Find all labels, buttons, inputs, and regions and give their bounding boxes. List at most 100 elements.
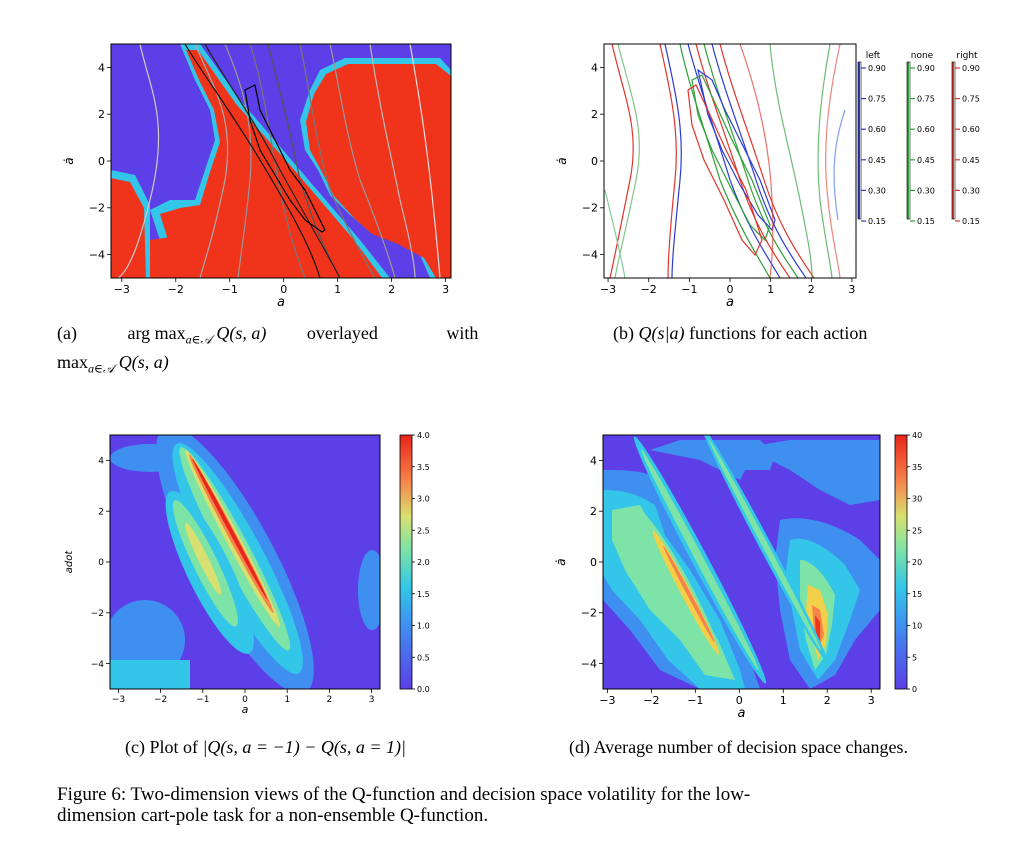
panel-b-legend-bar [907, 62, 909, 219]
panel-b-contours [604, 44, 846, 278]
panel-a-ytick-label: −2 [89, 202, 105, 215]
caption-a-max: maxa∈𝒜 Q(s, a) [57, 351, 169, 376]
figure-caption: Figure 6: Two-dimension views of the Q-f… [57, 784, 1017, 826]
panel-d-colorbar [894, 434, 908, 690]
panel-c-xtick-label: 3 [369, 695, 375, 705]
panel-c-ytick-label: −4 [91, 660, 105, 670]
caption-a-overlayed: overlayed [306, 323, 378, 343]
caption-a-prefix: (a) [57, 323, 77, 343]
panel-a-ytick-label: 2 [98, 108, 105, 121]
panel-d-xtick-label: 2 [824, 694, 831, 707]
panel-c-xtick-label: 1 [284, 695, 290, 705]
panel-c-ylabel: adot [64, 550, 75, 574]
panel-b-legend-level: 0.30 [917, 186, 935, 195]
panel-c-colorbar-label: 2.0 [417, 558, 430, 567]
panel-b-legend-level: 0.90 [868, 64, 886, 73]
panel-b-legend-level: 0.30 [868, 186, 886, 195]
panel-b-legend-level: 0.60 [962, 125, 980, 134]
panel-b-legend-level: 0.45 [962, 156, 980, 165]
panel-b-ytick-label: 2 [591, 108, 598, 121]
panel-b-legend-level: 0.60 [868, 125, 886, 134]
panel-b-xtick-label: 2 [808, 283, 815, 296]
panel-c-colorbar-label: 0.5 [417, 653, 430, 662]
caption-b-math: Q(s|a) [638, 323, 685, 343]
panel-c-xtick-label: 0 [242, 695, 248, 705]
panel-d [602, 434, 908, 690]
caption-a-q1: Q(s, a) [216, 323, 267, 343]
panel-b-legend-level: 0.75 [962, 95, 980, 104]
panel-c-colorbar [399, 434, 413, 690]
panel-d-ytick-label: 4 [590, 454, 597, 467]
panel-b-xlabel: a [726, 295, 734, 310]
panel-a-xtick-label: −1 [222, 283, 238, 296]
caption-a-with: with [446, 323, 479, 343]
caption-a-argmax-sub: a∈𝒜 [185, 332, 212, 347]
panel-c-ytick-label: 4 [98, 457, 104, 467]
panel-b-legend-level: 0.45 [917, 156, 935, 165]
panel-b-legend-frame [906, 61, 911, 220]
panel-d-xtick-label: −1 [687, 694, 703, 707]
panel-d-xtick-label: 0 [736, 694, 743, 707]
caption-d: (d) Average number of decision space cha… [569, 737, 909, 757]
figure-caption-line2: dimension cart-pole task for a non-ensem… [57, 805, 489, 826]
panel-a-xtick-label: −2 [168, 283, 184, 296]
panel-d-colorbar-label: 15 [912, 590, 922, 599]
panel-b-ytick-label: 4 [591, 61, 598, 74]
panel-d-colorbar-label: 0 [912, 685, 917, 694]
panel-d-colorbar-label: 25 [912, 526, 922, 535]
panel-d-colorbar-label: 20 [912, 558, 922, 567]
panel-b-xtick-label: 1 [767, 283, 774, 296]
panel-b-xtick-label: −2 [641, 283, 657, 296]
panel-b-xtick-label: 0 [727, 283, 734, 296]
panel-c-xtick-label: −3 [112, 695, 125, 705]
caption-c-math: |Q(s, a = −1) − Q(s, a = 1)| [202, 737, 406, 757]
panel-c-colorbar-label: 4.0 [417, 431, 430, 440]
panel-c-colorbar-label: 3.0 [417, 495, 430, 504]
panel-c-colorbar-label: 1.5 [417, 590, 430, 599]
panel-b-legend-title-left: left [866, 51, 881, 61]
panel-a-xtick-label: 0 [280, 283, 287, 296]
panel-b-ytick-label: −4 [582, 248, 598, 261]
panel-b-legend-level: 0.15 [868, 217, 886, 226]
caption-b-text: functions for each action [688, 323, 868, 343]
panel-c-colorbar-label: 3.5 [417, 463, 430, 472]
panel-d-plot [603, 435, 880, 689]
panel-d-colorbar-label: 40 [912, 431, 922, 440]
panel-a-xlabel: a [277, 295, 285, 310]
panel-d-colorbar-label: 10 [912, 622, 922, 631]
panel-b-legend-frame [857, 61, 862, 220]
caption-a-q2: Q(s, a) [118, 351, 169, 372]
panel-b-legend-level: 0.15 [962, 217, 980, 226]
caption-a-argmax-text: arg max [127, 323, 186, 343]
caption-a: (a) arg maxa∈𝒜 Q(s, a) overlayed with ma… [57, 322, 557, 379]
caption-a-argmax: arg maxa∈𝒜 Q(s, a) [127, 323, 267, 347]
panel-b-legend-title-none: none [911, 51, 934, 61]
panel-b-legend-frame [951, 61, 956, 220]
panel-d-ylabel: ȧ [554, 558, 568, 565]
panel-c-colorbar-label: 1.0 [417, 622, 430, 631]
panel-b [603, 43, 857, 279]
panel-b-legend-level: 0.90 [917, 64, 935, 73]
panel-a-ytick-label: 0 [98, 155, 105, 168]
panel-d-xtick-label: 3 [868, 694, 875, 707]
panel-d-xlabel: a [738, 706, 746, 721]
panel-b-xtick-label: −3 [600, 283, 616, 296]
panel-a-xtick-label: 3 [442, 283, 449, 296]
caption-a-max-text: max [57, 351, 88, 372]
panel-d-colorbar-label: 30 [912, 495, 922, 504]
panel-c-ytick-label: 0 [98, 558, 104, 568]
panel-a-xtick-label: 1 [334, 283, 341, 296]
panel-b-legend-level: 0.30 [962, 186, 980, 195]
panel-c-xlabel: a [242, 703, 249, 716]
caption-c-prefix: (c) Plot of [125, 737, 198, 757]
caption-b: (b) Q(s|a) functions for each action [613, 322, 867, 344]
panel-d-colorbar-label: 35 [912, 463, 922, 472]
panel-d-ytick-label: 2 [590, 505, 597, 518]
panel-a-xtick-label: −3 [114, 283, 130, 296]
panel-d-xtick-label: −2 [643, 694, 659, 707]
panel-b-legend-level: 0.90 [962, 64, 980, 73]
panel-b-ylabel: ȧ [555, 157, 569, 164]
panel-b-legend-level: 0.60 [917, 125, 935, 134]
